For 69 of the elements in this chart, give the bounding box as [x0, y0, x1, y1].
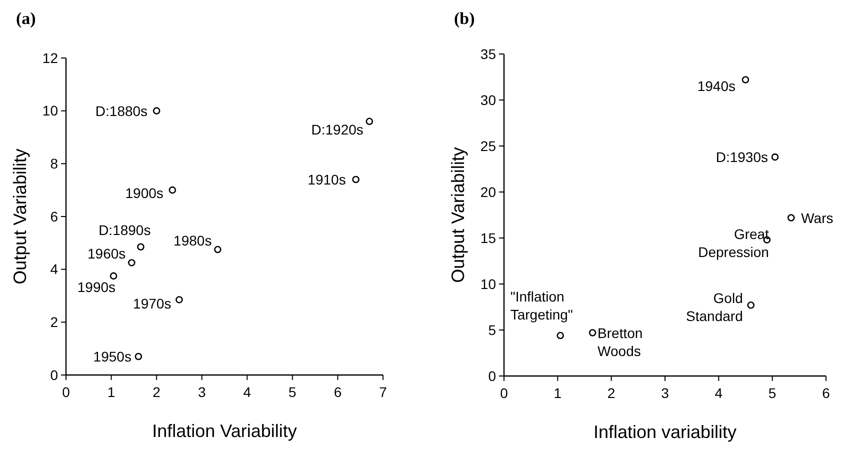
x-tick-label: 6 [334, 384, 342, 400]
x-tick-label: 0 [62, 384, 70, 400]
y-tick-label: 10 [480, 276, 496, 292]
x-tick-label: 3 [198, 384, 206, 400]
annotation: 1990s [77, 278, 116, 295]
annotation: D:1890s [98, 222, 151, 238]
x-tick-label: 0 [500, 385, 508, 401]
x-axis-title: Inflation variability [593, 422, 737, 442]
x-tick-label: 1 [107, 384, 116, 400]
annotation: 1910s [308, 172, 346, 188]
annotation: Gold Standard [686, 290, 743, 324]
annotation: 1900s [125, 185, 164, 202]
annotation: 1970s [133, 296, 172, 312]
point [747, 302, 755, 309]
point [588, 329, 596, 336]
x-tick-label: 1 [554, 385, 562, 401]
x-tick-label: 3 [661, 385, 670, 401]
annotation: 1950s [93, 348, 132, 365]
point [152, 107, 160, 114]
x-tick-label: 7 [379, 384, 388, 400]
point [366, 118, 374, 126]
point [128, 259, 136, 266]
point [742, 76, 750, 84]
y-axis-title: Output Variability [10, 148, 30, 284]
y-tick-label: 4 [50, 261, 58, 278]
annotation: D:1930s [716, 149, 768, 166]
y-tick-label: 12 [42, 50, 58, 66]
y-tick-label: 20 [480, 184, 496, 200]
annotation: Wars [801, 210, 834, 226]
chart-title: (b) [454, 9, 475, 28]
x-tick-label: 5 [288, 384, 297, 400]
point [110, 272, 118, 280]
y-tick-label: 8 [50, 156, 58, 172]
y-axis-title: Output Variability [448, 147, 468, 283]
point [556, 332, 564, 340]
x-tick-label: 4 [243, 384, 252, 400]
annotation: 1980s [174, 232, 212, 249]
y-tick-label: 25 [480, 138, 496, 154]
annotation: 1960s [88, 246, 126, 262]
x-tick-label: 2 [152, 384, 161, 400]
x-tick-label: 4 [714, 385, 723, 401]
x-axis-title: Inflation Variability [152, 421, 297, 441]
y-tick-label: 0 [50, 366, 58, 383]
x-tick-label: 2 [607, 385, 616, 401]
y-tick-label: 6 [50, 208, 58, 224]
point [352, 176, 360, 184]
y-tick-label: 0 [488, 368, 496, 384]
y-tick-label: 10 [42, 102, 58, 119]
point [771, 153, 779, 161]
y-tick-label: 30 [480, 92, 496, 108]
chart-title: (a) [16, 9, 36, 28]
annotation: Great Depression [698, 226, 770, 260]
y-tick-label: 5 [488, 322, 496, 338]
annotation: D:1920s [311, 121, 364, 138]
point [137, 243, 144, 251]
point [168, 186, 176, 194]
x-tick-label: 5 [768, 385, 776, 401]
annotation: Bretton Woods [598, 324, 643, 359]
x-tick-label: 6 [822, 385, 830, 401]
point [134, 352, 142, 360]
annotation: 1940s [697, 78, 736, 94]
point [787, 214, 795, 222]
annotation: D:1880s [95, 102, 148, 119]
annotation: "Inflation Targeting" [510, 288, 573, 323]
y-tick-label: 2 [50, 314, 58, 330]
y-tick-label: 15 [480, 230, 496, 246]
y-tick-label: 35 [480, 46, 496, 62]
point [214, 246, 222, 254]
point [176, 296, 183, 304]
